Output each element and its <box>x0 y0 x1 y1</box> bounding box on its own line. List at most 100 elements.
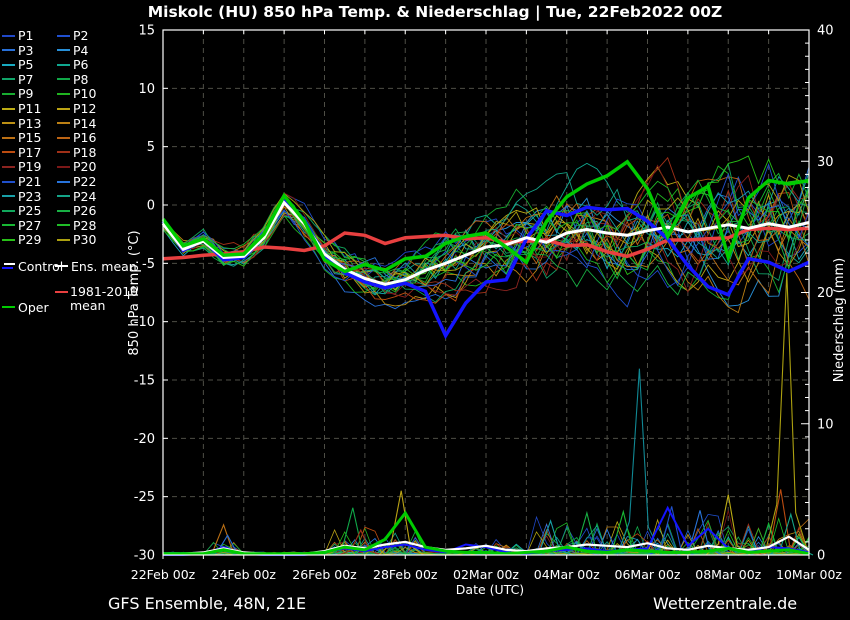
legend-dash-P15 <box>2 136 15 139</box>
legend-member-label: P27 <box>18 217 42 233</box>
legend-dash-P24 <box>57 195 70 198</box>
legend-dash-P21 <box>2 180 15 183</box>
x-tick-label: 08Mar 00z <box>695 567 761 582</box>
legend-dash-P13 <box>2 122 15 125</box>
y-right-tick-label: 30 <box>817 155 834 170</box>
y-left-tick-label: -15 <box>134 374 155 389</box>
legend-item-P25: P25 <box>2 203 42 219</box>
legend-control: Control <box>2 259 63 274</box>
legend-dash-P4 <box>57 49 70 52</box>
legend-item-P14: P14 <box>57 115 97 131</box>
legend-dash-P19 <box>2 165 15 168</box>
series-precip-oper <box>163 510 810 556</box>
legend-dash-P1 <box>2 34 15 37</box>
x-tick-label: 10Mar 00z <box>776 567 842 582</box>
legend-item-P20: P20 <box>57 159 96 174</box>
legend-dash-P17 <box>2 151 15 154</box>
legend-item-P12: P12 <box>57 101 97 116</box>
legend-dash-P7 <box>2 78 15 81</box>
legend-item-P2: P2 <box>57 28 89 43</box>
x-tick-label: 28Feb 00z <box>373 567 438 582</box>
legend-item-P11: P11 <box>2 101 41 116</box>
legend-ens-mean: Ens. mean <box>55 259 137 274</box>
series-temp-oper <box>161 159 810 274</box>
legend-clim-mean: 1981-2010 mean <box>55 284 139 313</box>
y-left-tick-label: -30 <box>134 549 155 564</box>
legend-item-P4: P4 <box>57 42 89 58</box>
legend-dash-P14 <box>57 122 70 125</box>
legend-dash-P22 <box>57 180 70 183</box>
legend-item-P17: P17 <box>2 144 42 160</box>
legend-member-label: P13 <box>18 115 42 131</box>
legend-member-label: P3 <box>18 42 34 58</box>
legend-dash-P29 <box>2 238 15 241</box>
legend-item-P26: P26 <box>57 203 96 218</box>
legend-member-label: P23 <box>18 188 42 204</box>
y-left-tick-label: -10 <box>134 315 155 330</box>
legend-member-label: P28 <box>73 217 97 233</box>
x-tick-label: 04Mar 00z <box>534 567 600 582</box>
model-info: GFS Ensemble, 48N, 21E <box>108 594 307 613</box>
member-temp-P6 <box>162 162 810 287</box>
legend-dash-P23 <box>2 195 15 198</box>
legend-member-label: P9 <box>18 86 34 102</box>
legend-member-label: P29 <box>18 232 42 248</box>
legend-member-label: P10 <box>73 86 97 102</box>
legend-item-P23: P23 <box>2 188 42 204</box>
legend-member-label: P22 <box>73 174 97 189</box>
legend-item-P27: P27 <box>2 217 42 233</box>
legend-item-P9: P9 <box>2 86 34 102</box>
legend-oper: Oper <box>2 300 49 315</box>
legend-item-P10: P10 <box>57 86 97 102</box>
legend-dash-P27 <box>2 224 15 227</box>
legend-dash-P26 <box>57 209 70 212</box>
right-axis-title: Niederschlag (mm) <box>832 257 847 383</box>
legend-member-label: P30 <box>73 232 97 248</box>
legend-member-label: P21 <box>18 174 42 189</box>
legend-item-P6: P6 <box>57 57 89 72</box>
site-credit: Wetterzentrale.de <box>653 594 798 613</box>
legend-member-label: P15 <box>18 130 42 146</box>
member-temp-P19 <box>162 174 810 298</box>
legend-label-clim-line1: 1981-2010 <box>70 284 139 299</box>
legend-dash-P20 <box>57 165 70 168</box>
legend-item-P7: P7 <box>2 72 34 87</box>
legend-member-label: P8 <box>73 71 89 87</box>
legend-member-label: P17 <box>18 144 42 160</box>
legend-dash-P6 <box>57 63 70 66</box>
legend-member-label: P12 <box>73 101 97 116</box>
y-left-tick-label: 10 <box>138 82 155 97</box>
control-line-dash <box>2 262 15 270</box>
x-tick-label: 02Mar 00z <box>453 567 519 582</box>
legend-item-P30: P30 <box>57 232 97 248</box>
member-temp-P27 <box>162 172 810 280</box>
oper-line-dash <box>2 306 15 308</box>
ens-mean-line-dash <box>55 265 68 267</box>
legend-dash-P18 <box>57 151 70 154</box>
y-left-tick-label: -25 <box>134 490 155 505</box>
y-right-tick-label: 40 <box>817 24 834 39</box>
legend-dash-P16 <box>57 136 70 139</box>
y-left-tick-label: -20 <box>134 432 155 447</box>
x-tick-label: 26Feb 00z <box>292 567 357 582</box>
legend-member-label: P16 <box>73 130 97 146</box>
clim-mean-line-dash <box>55 291 68 293</box>
x-axis-title: Date (UTC) <box>455 582 525 597</box>
legend-item-P5: P5 <box>2 57 34 73</box>
series-temp-ens-mean <box>161 200 810 286</box>
legend-dash-P9 <box>2 92 15 95</box>
legend-item-P19: P19 <box>2 159 41 174</box>
legend-dash-P25 <box>2 209 15 212</box>
x-tick-label: 24Feb 00z <box>212 567 277 582</box>
legend-member-label: P18 <box>73 144 97 160</box>
legend-dash-P3 <box>2 49 15 52</box>
legend-member-label: P14 <box>73 115 97 131</box>
legend-member-label: P4 <box>73 42 89 58</box>
legend-member-label: P5 <box>18 57 34 73</box>
precip-spike-P30 <box>764 272 810 556</box>
legend-member-label: P25 <box>18 203 42 219</box>
chart-title: Miskolc (HU) 850 hPa Temp. & Niederschla… <box>147 3 723 21</box>
y-left-tick-label: -5 <box>142 257 155 272</box>
